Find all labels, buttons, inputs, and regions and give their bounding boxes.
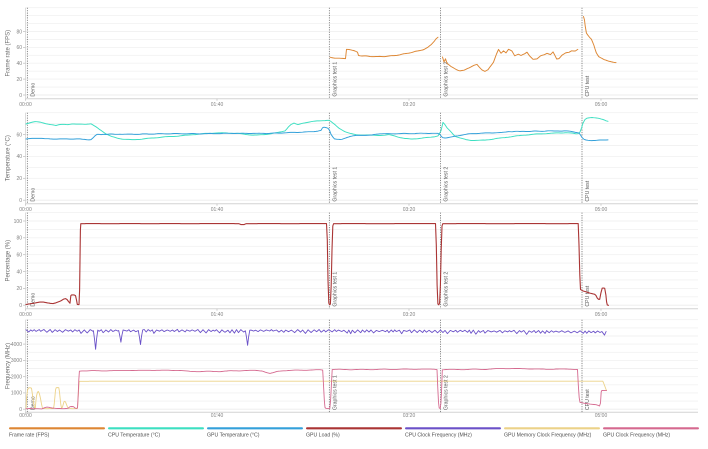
svg-text:03:20: 03:20 (403, 102, 416, 108)
svg-text:01:40: 01:40 (211, 413, 224, 419)
svg-text:05:00: 05:00 (595, 102, 608, 108)
svg-text:00:00: 00:00 (19, 102, 32, 108)
svg-text:CPU test: CPU test (585, 180, 591, 201)
svg-text:CPU test: CPU test (585, 285, 591, 306)
svg-text:05:00: 05:00 (595, 413, 608, 419)
svg-text:Temperature (°C): Temperature (°C) (6, 135, 12, 181)
svg-text:1000: 1000 (11, 391, 22, 397)
svg-text:20: 20 (16, 77, 22, 83)
svg-text:05:00: 05:00 (595, 207, 608, 213)
svg-text:0: 0 (19, 198, 22, 204)
svg-text:40: 40 (16, 154, 22, 160)
svg-text:01:40: 01:40 (211, 312, 224, 318)
svg-text:03:20: 03:20 (403, 207, 416, 213)
svg-text:60: 60 (16, 132, 22, 138)
svg-text:20: 20 (16, 286, 22, 292)
svg-text:GPU Memory Clock Frequency (MH: GPU Memory Clock Frequency (MHz) (504, 433, 592, 439)
svg-text:CPU test: CPU test (585, 389, 591, 410)
svg-text:40: 40 (16, 61, 22, 67)
svg-text:Graphics test 1: Graphics test 1 (333, 167, 339, 202)
svg-text:80: 80 (16, 236, 22, 242)
svg-text:GPU Clock Frequency (MHz): GPU Clock Frequency (MHz) (603, 433, 670, 439)
svg-text:CPU Clock Frequency (MHz): CPU Clock Frequency (MHz) (405, 433, 472, 439)
svg-text:03:20: 03:20 (403, 413, 416, 419)
svg-text:Frame rate (FPS): Frame rate (FPS) (9, 433, 50, 439)
svg-text:0: 0 (19, 407, 22, 413)
svg-text:Graphics test 2: Graphics test 2 (444, 272, 450, 307)
svg-text:2000: 2000 (11, 375, 22, 381)
svg-text:Demo: Demo (31, 293, 37, 307)
svg-text:Frame rate (FPS): Frame rate (FPS) (6, 30, 12, 77)
svg-text:80: 80 (16, 29, 22, 35)
svg-text:Graphics test 1: Graphics test 1 (333, 375, 339, 410)
svg-text:Percentage (%): Percentage (%) (6, 240, 12, 282)
svg-text:Demo: Demo (31, 83, 37, 97)
svg-text:05:00: 05:00 (595, 312, 608, 318)
svg-text:Graphics test 1: Graphics test 1 (333, 62, 339, 97)
svg-text:0: 0 (19, 93, 22, 99)
svg-text:Graphics test 2: Graphics test 2 (444, 167, 450, 202)
svg-text:60: 60 (16, 253, 22, 259)
svg-text:01:40: 01:40 (211, 102, 224, 108)
svg-text:40: 40 (16, 269, 22, 275)
svg-text:3000: 3000 (11, 358, 22, 364)
svg-text:03:20: 03:20 (403, 312, 416, 318)
svg-text:0: 0 (19, 303, 22, 309)
svg-text:GPU Load (%): GPU Load (%) (306, 433, 340, 439)
svg-text:00:00: 00:00 (19, 207, 32, 213)
svg-text:60: 60 (16, 45, 22, 51)
svg-text:20: 20 (16, 176, 22, 182)
svg-text:Graphics test 2: Graphics test 2 (444, 375, 450, 410)
svg-text:00:00: 00:00 (19, 413, 32, 419)
svg-text:GPU Temperature (°C): GPU Temperature (°C) (207, 433, 260, 439)
svg-text:Demo: Demo (31, 188, 37, 202)
svg-text:CPU Temperature (°C): CPU Temperature (°C) (108, 433, 160, 439)
svg-text:4000: 4000 (11, 342, 22, 348)
svg-text:00:00: 00:00 (19, 312, 32, 318)
svg-text:01:40: 01:40 (211, 207, 224, 213)
svg-text:Frequency (MHz): Frequency (MHz) (6, 343, 12, 389)
svg-text:Graphics test 2: Graphics test 2 (444, 62, 450, 97)
svg-text:100: 100 (14, 219, 23, 225)
svg-text:CPU test: CPU test (585, 75, 591, 96)
svg-text:Graphics test 1: Graphics test 1 (333, 272, 339, 307)
